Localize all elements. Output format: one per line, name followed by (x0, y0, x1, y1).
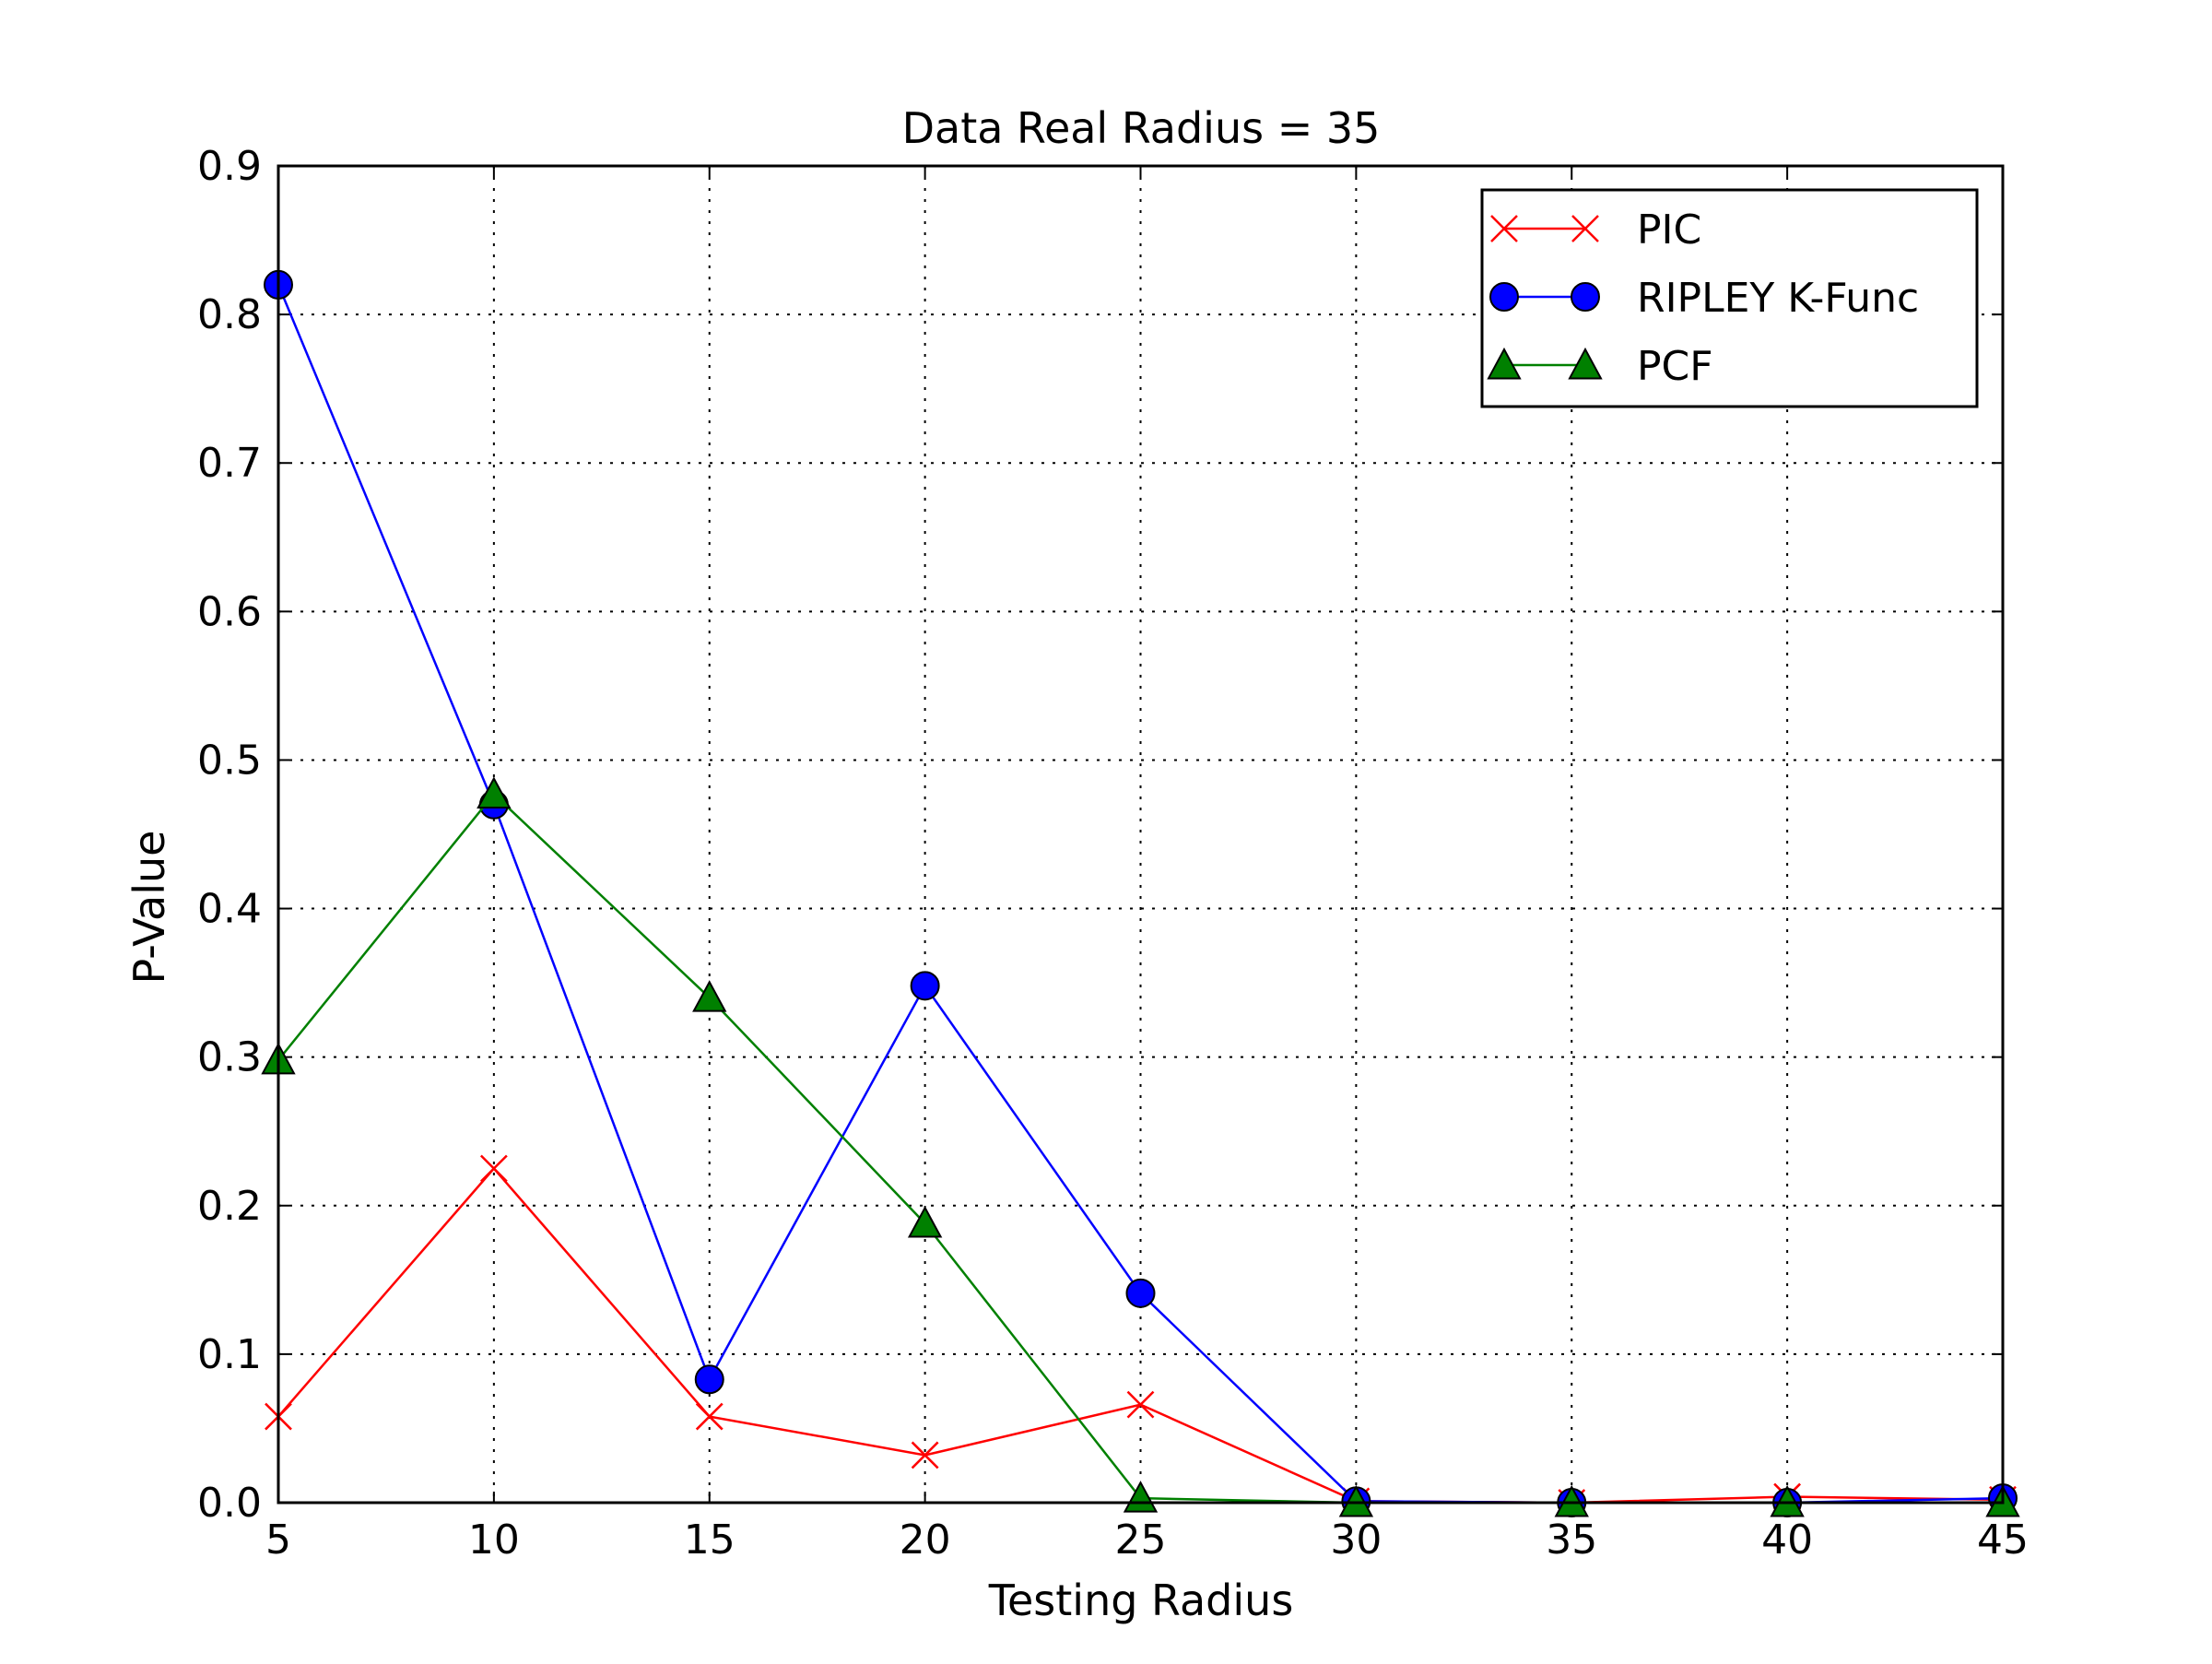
x-tick-label: 10 (468, 1516, 520, 1564)
legend-entry: PCF (1487, 343, 1713, 390)
y-tick-label: 0.8 (197, 291, 262, 338)
legend-marker (1490, 215, 1518, 242)
axis-ticks: 5 10 15 20 25 30 35 40 45 0.0 0.1 0.2 0.3 0.4 0.5 0.6 0.… (197, 143, 2029, 1564)
legend-label: PIC (1637, 207, 1701, 254)
x-tick-label: 25 (1115, 1516, 1167, 1564)
y-tick-label: 0.6 (197, 588, 262, 635)
plot-frame (276, 164, 2005, 1505)
x-tick-label: 20 (900, 1516, 951, 1564)
legend: PIC RIPLEY K-Func PCF (1480, 188, 1979, 408)
y-tick-label: 0.7 (197, 440, 262, 487)
legend-marker (1568, 347, 1603, 380)
data-point (1123, 1481, 1159, 1513)
y-tick-label: 0.3 (197, 1034, 262, 1081)
x-tick-label: 40 (1761, 1516, 1813, 1564)
chart-title: Data Real Radius = 35 (902, 103, 1381, 153)
data-point (907, 1206, 943, 1238)
x-tick-label: 30 (1330, 1516, 1382, 1564)
data-point (477, 776, 512, 808)
data-point (695, 1402, 724, 1431)
legend-marker (1571, 282, 1600, 312)
legend-entry: PIC (1490, 207, 1701, 254)
x-tick-label: 5 (265, 1516, 291, 1564)
y-tick-label: 0.5 (197, 737, 262, 784)
x-tick-label: 15 (684, 1516, 735, 1564)
legend-label: PCF (1637, 343, 1713, 390)
legend-marker (1487, 347, 1522, 380)
data-point (692, 980, 727, 1012)
legend-label: RIPLEY K-Func (1637, 275, 1919, 322)
legend-box (1480, 188, 1979, 408)
data-point (479, 1154, 508, 1183)
data-point (910, 971, 940, 1001)
x-tick-label: 45 (1977, 1516, 2029, 1564)
data-point (1126, 1390, 1155, 1419)
y-tick-label: 0.4 (197, 886, 262, 933)
y-axis-label: P-Value (124, 831, 174, 985)
legend-marker (1571, 215, 1599, 242)
x-axis-label: Testing Radius (988, 1575, 1294, 1625)
data-point (694, 1364, 724, 1395)
data-point (1125, 1278, 1156, 1308)
x-tick-label: 35 (1546, 1516, 1597, 1564)
y-tick-label: 0.9 (197, 143, 262, 190)
y-tick-label: 0.0 (197, 1480, 262, 1527)
y-tick-label: 0.1 (197, 1331, 262, 1378)
legend-marker (1489, 282, 1519, 312)
legend-entry: RIPLEY K-Func (1489, 275, 1919, 322)
y-tick-label: 0.2 (197, 1183, 262, 1230)
data-point (911, 1441, 939, 1469)
